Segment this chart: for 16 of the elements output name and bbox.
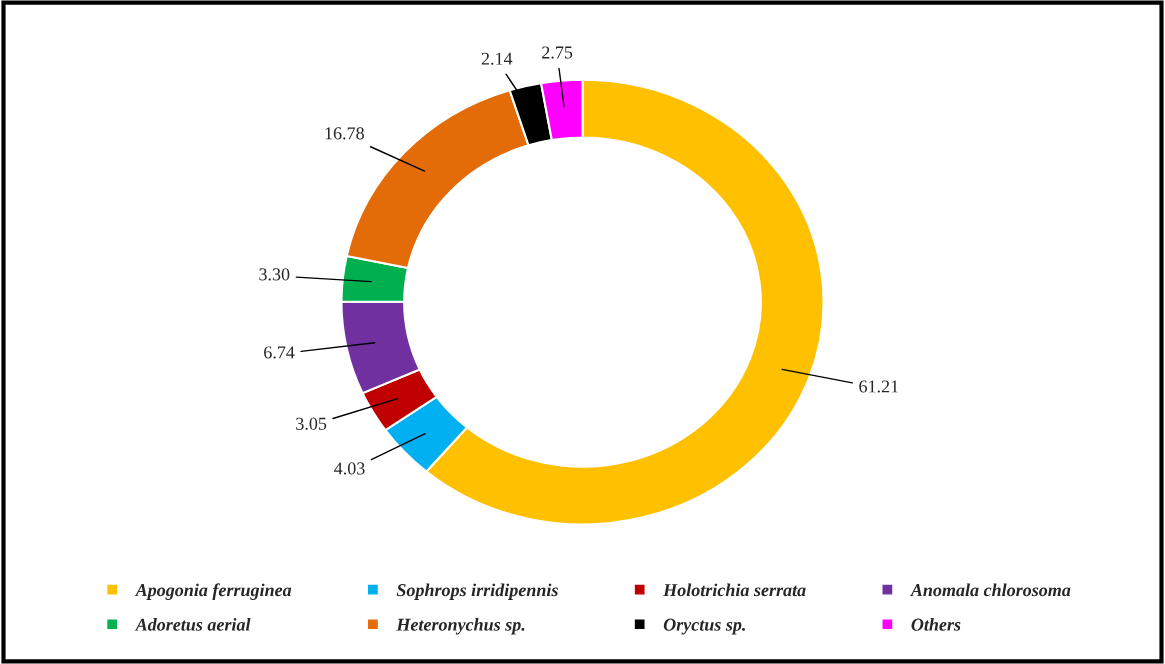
legend-label: Adoretus aerial <box>134 618 251 631</box>
legend-label: Anomala chlorosoma <box>909 583 1071 597</box>
legend-label: Holotrichia serrata <box>663 583 806 597</box>
data-label: 2.75 <box>542 46 573 59</box>
data-label: 61.21 <box>859 380 899 393</box>
data-label: 3.30 <box>259 268 290 281</box>
legend-label: Others <box>911 618 961 631</box>
legend-label: Oryctus sp. <box>663 618 745 635</box>
data-label: 3.05 <box>296 417 327 430</box>
data-label: 6.74 <box>264 346 295 359</box>
data-label: 4.03 <box>334 462 365 475</box>
data-label: 16.78 <box>325 127 364 140</box>
legend-label: Apogonia ferruginea <box>134 583 292 600</box>
legend-label: Heteronychus sp. <box>396 618 525 635</box>
legend-label: Sophrops irridipennis <box>396 583 558 600</box>
data-label: 2.14 <box>481 52 513 65</box>
